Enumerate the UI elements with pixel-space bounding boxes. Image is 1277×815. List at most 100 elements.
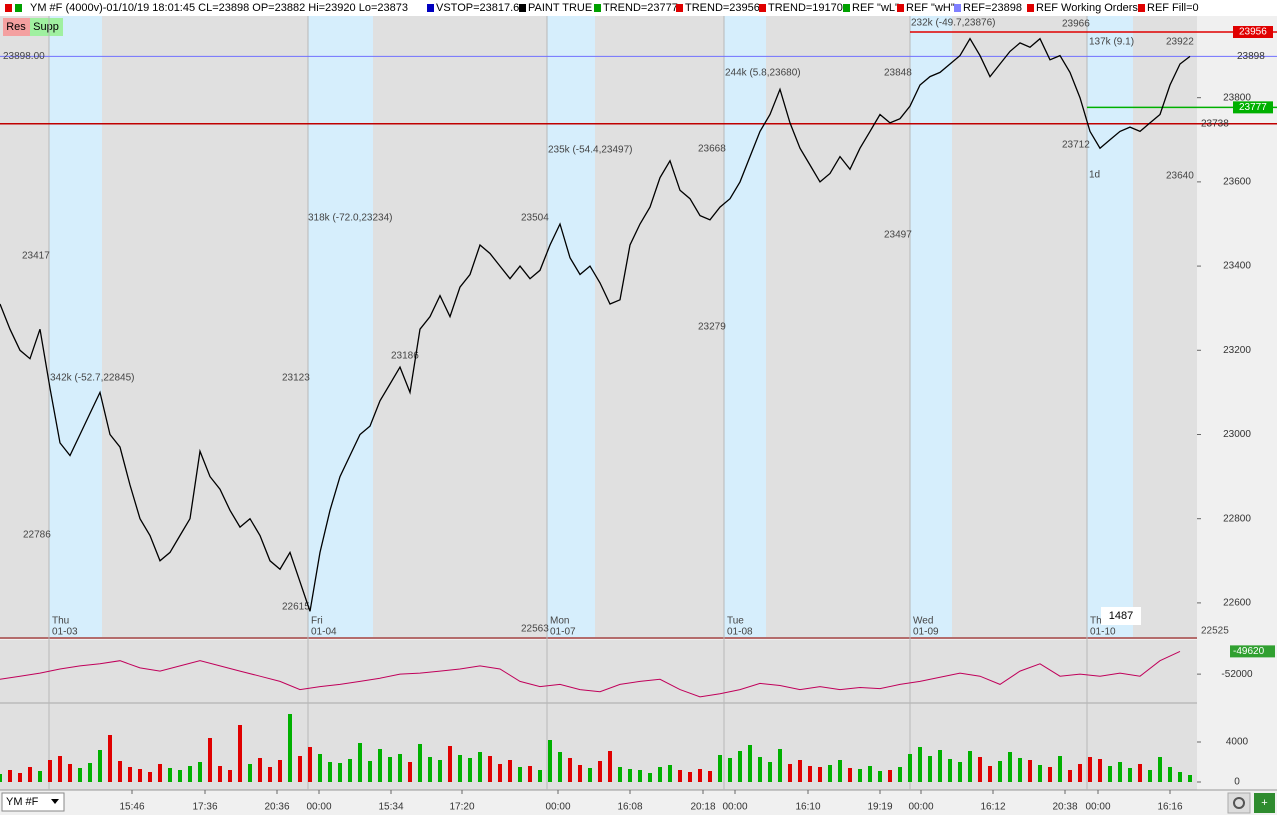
- res-label[interactable]: Res: [6, 21, 26, 33]
- refresh-icon[interactable]: [1233, 797, 1245, 809]
- price-label: 23640: [1166, 171, 1194, 182]
- price-label: 23123: [282, 373, 310, 384]
- price-label: 22786: [23, 530, 51, 541]
- volume-bar: [348, 759, 352, 782]
- x-tick-label: 00:00: [1085, 802, 1110, 813]
- volume-bar: [798, 760, 802, 782]
- add-label[interactable]: +: [1261, 797, 1267, 809]
- volume-bar: [618, 767, 622, 782]
- volume-bar: [1088, 757, 1092, 782]
- volume-bar: [838, 760, 842, 782]
- volume-bar: [258, 758, 262, 782]
- y-tick-label: 4000: [1226, 737, 1249, 748]
- symbol-dropdown[interactable]: [1, 792, 65, 812]
- band: [547, 16, 595, 637]
- last-value-label: -49620: [1233, 646, 1265, 657]
- volume-bar: [1178, 772, 1182, 782]
- volume-bar: [978, 757, 982, 782]
- res-button[interactable]: [3, 18, 30, 36]
- volume-bar: [308, 747, 312, 782]
- volume-bar: [668, 765, 672, 782]
- volume-bar: [1138, 764, 1142, 782]
- volume-bar: [638, 770, 642, 782]
- volume-bar: [468, 758, 472, 782]
- legend-swatch: [1138, 4, 1145, 12]
- volume-bar: [498, 764, 502, 782]
- profile-label: 232k (-49.7,23876): [911, 18, 996, 29]
- volume-bar: [558, 752, 562, 782]
- volume-bar: [28, 767, 32, 782]
- price-label: 22563: [521, 624, 549, 635]
- volume-bar: [968, 751, 972, 782]
- volume-bar: [868, 766, 872, 782]
- series-line: [0, 650, 1181, 698]
- price-label: 23417: [22, 251, 50, 262]
- x-tick-label: 15:46: [119, 802, 144, 813]
- volume-bar: [748, 745, 752, 782]
- legend-swatch: [1027, 4, 1034, 12]
- volume-bar: [848, 768, 852, 782]
- volume-bar: [818, 767, 822, 782]
- volume-bar: [228, 770, 232, 782]
- y-tick-label: 23800: [1223, 92, 1251, 103]
- volume-bar: [828, 765, 832, 782]
- supp-label[interactable]: Supp: [33, 21, 59, 33]
- volume-bar: [938, 750, 942, 782]
- volume-bar: [48, 760, 52, 782]
- volume-bar: [68, 764, 72, 782]
- session-day: Fri: [311, 616, 323, 627]
- volume-bar: [418, 744, 422, 782]
- volume-bar: [548, 740, 552, 782]
- session-date: 01-07: [550, 627, 576, 638]
- legend-item: REF=23898: [963, 2, 1022, 14]
- supp-button[interactable]: [30, 18, 63, 36]
- session-date: 01-04: [311, 627, 337, 638]
- x-tick-label: 20:36: [264, 802, 289, 813]
- volume-bar: [1168, 767, 1172, 782]
- refresh-button[interactable]: [1227, 792, 1251, 814]
- x-tick-label: 16:16: [1157, 802, 1182, 813]
- volume-bar: [38, 771, 42, 782]
- session-day: Mon: [550, 616, 569, 627]
- volume-bar: [218, 766, 222, 782]
- profile-label: 244k (5.8,23680): [725, 68, 801, 79]
- volume-bar: [628, 769, 632, 782]
- price-label: 23497: [884, 230, 912, 241]
- volume-bar: [388, 757, 392, 782]
- symbol-text[interactable]: YM #F: [6, 796, 39, 808]
- legend-swatch: [427, 4, 434, 12]
- volume-bar: [928, 756, 932, 782]
- price-label: 23668: [698, 144, 726, 155]
- profile-label: 235k (-54.4,23497): [548, 145, 633, 156]
- volume-bar: [358, 743, 362, 782]
- volume-bar: [208, 738, 212, 782]
- volume-bar: [508, 760, 512, 782]
- volume-bar: [408, 762, 412, 782]
- volume-bar: [198, 762, 202, 782]
- add-button[interactable]: [1254, 793, 1275, 813]
- counter: 1487: [1109, 610, 1133, 622]
- volume-bar: [248, 764, 252, 782]
- volume-bar: [188, 766, 192, 782]
- volume-bar: [888, 770, 892, 782]
- session-date: 01-03: [52, 627, 78, 638]
- x-tick-label: 00:00: [306, 802, 331, 813]
- volume-bar: [568, 758, 572, 782]
- session-day: Tue: [727, 616, 744, 627]
- x-tick-label: 19:19: [867, 802, 892, 813]
- volume-bar: [778, 749, 782, 782]
- volume-bar: [918, 747, 922, 782]
- volume-bar: [1058, 756, 1062, 782]
- volume-bar: [578, 765, 582, 782]
- dropdown-arrow[interactable]: [51, 799, 59, 804]
- volume-bar: [988, 766, 992, 782]
- volume-bar: [318, 754, 322, 782]
- volume-bar: [718, 755, 722, 782]
- x-tick-label: 17:36: [192, 802, 217, 813]
- volume-bar: [1098, 759, 1102, 782]
- volume-bar: [268, 767, 272, 782]
- volume-bar: [948, 759, 952, 782]
- volume-bar: [1158, 757, 1162, 782]
- band: [49, 16, 102, 637]
